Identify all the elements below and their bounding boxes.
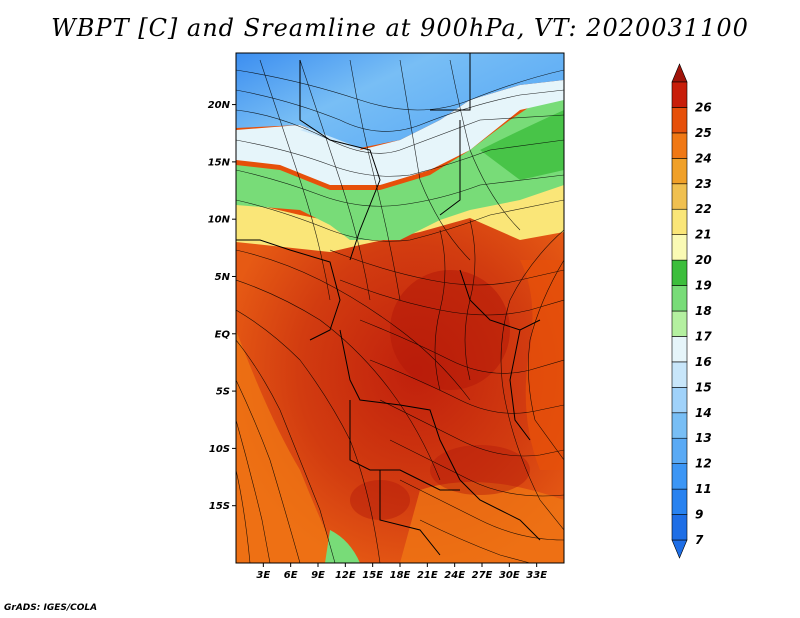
colorbar-swatch <box>671 463 688 490</box>
wbpt-southwest-green <box>325 530 360 563</box>
wbpt-pale-band <box>236 80 564 185</box>
colorbar-swatch <box>671 488 688 515</box>
colorbar-swatch <box>671 437 688 464</box>
colorbar-swatch <box>671 310 688 337</box>
colorbar-label: 13 <box>695 431 712 445</box>
colorbar-swatch <box>671 234 688 261</box>
lat-tick-label: 15N <box>208 157 231 168</box>
longitude-axis: 3E 6E 9E 12E 15E 18E 21E 24E 27E 30E 33E <box>256 563 547 581</box>
colorbar-swatch <box>671 183 688 210</box>
lon-tick-label: 27E <box>472 570 493 581</box>
lon-tick-label: 3E <box>256 570 270 581</box>
colorbar-label: 16 <box>695 355 712 369</box>
colorbar-swatch <box>671 387 688 414</box>
lon-tick-label: 24E <box>444 570 465 581</box>
lat-tick-label: 15S <box>209 501 230 512</box>
map-title: WBPT [C] and Sreamline at 900hPa, VT: 20… <box>51 14 749 42</box>
colorbar-swatch <box>671 336 688 363</box>
colorbar-label: 12 <box>695 457 712 471</box>
colorbar-label: 23 <box>695 177 712 191</box>
lon-tick-label: 30E <box>499 570 520 581</box>
wbpt-east-strip <box>520 260 564 470</box>
colorbar-label: 14 <box>695 406 712 420</box>
wbpt-field <box>236 53 564 563</box>
wbpt-dark-green <box>480 110 564 180</box>
lon-tick-label: 9E <box>311 570 325 581</box>
colorbar-swatch <box>671 208 688 235</box>
lon-tick-label: 21E <box>417 570 438 581</box>
wbpt-hot-core <box>390 270 510 390</box>
grads-credit: GrADS: IGES/COLA <box>4 603 98 613</box>
lon-tick-label: 15E <box>362 570 383 581</box>
colorbar-label: 17 <box>695 329 712 343</box>
colorbar-label: 15 <box>695 380 712 394</box>
colorbar-label: 21 <box>695 228 712 242</box>
latitude-axis: 20N 15N 10N 5N EQ 5S 10S 15S <box>208 100 236 512</box>
colorbar-label: 7 <box>695 533 704 547</box>
wbpt-cold-region <box>236 53 564 148</box>
colorbar-label: 24 <box>695 151 712 165</box>
wbpt-hot-south <box>430 445 530 495</box>
country-borders <box>236 53 541 556</box>
lon-tick-label: 33E <box>526 570 547 581</box>
colorbar-swatch <box>671 514 688 541</box>
colorbar-bottom-arrow <box>671 539 688 559</box>
colorbar-swatch <box>671 81 688 108</box>
wbpt-green-belt <box>236 95 564 240</box>
colorbar-label: 18 <box>695 304 712 318</box>
lon-tick-label: 12E <box>335 570 356 581</box>
lat-tick-label: EQ <box>215 329 231 340</box>
colorbar-label: 9 <box>695 508 703 522</box>
colorbar-swatch <box>671 132 688 159</box>
colorbar-swatch <box>671 412 688 439</box>
colorbar-label: 25 <box>695 126 712 140</box>
colorbar-swatch <box>671 259 688 286</box>
colorbar-label: 26 <box>695 100 712 114</box>
colorbar-top-arrow <box>671 63 688 83</box>
lon-tick-label: 18E <box>390 570 411 581</box>
lat-tick-label: 20N <box>208 100 231 111</box>
colorbar-swatch <box>671 107 688 134</box>
colorbar: 7 9 11 12 13 14 15 16 17 18 19 20 21 22 23 24 25 26 <box>671 63 712 559</box>
colorbar-swatch <box>671 361 688 388</box>
colorbar-label: 19 <box>695 279 712 293</box>
colorbar-label: 20 <box>695 253 712 267</box>
wbpt-southeast-orange <box>400 482 564 563</box>
colorbar-swatch <box>671 158 688 185</box>
lat-tick-label: 10N <box>208 215 231 226</box>
colorbar-swatch <box>671 285 688 312</box>
wbpt-coastal-band <box>236 330 340 563</box>
lat-tick-label: 5N <box>215 272 231 283</box>
colorbar-label: 22 <box>695 202 712 216</box>
lon-tick-label: 6E <box>284 570 298 581</box>
lat-tick-label: 10S <box>209 444 230 455</box>
lat-tick-label: 5S <box>216 387 230 398</box>
colorbar-label: 11 <box>695 482 712 496</box>
